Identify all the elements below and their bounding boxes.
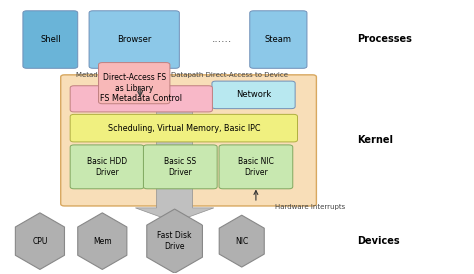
FancyBboxPatch shape: [70, 145, 144, 189]
FancyBboxPatch shape: [23, 11, 78, 68]
Text: Datapath Direct-Access to Device: Datapath Direct-Access to Device: [171, 72, 288, 78]
Text: ......: ......: [212, 35, 232, 44]
Text: Browser: Browser: [117, 35, 151, 44]
Text: Basic NIC
Driver: Basic NIC Driver: [238, 157, 274, 176]
FancyBboxPatch shape: [61, 75, 317, 206]
Text: Scheduling, Virtual Memory, Basic IPC: Scheduling, Virtual Memory, Basic IPC: [108, 124, 260, 133]
FancyBboxPatch shape: [99, 62, 170, 104]
FancyBboxPatch shape: [70, 114, 298, 142]
Text: Kernel: Kernel: [357, 135, 393, 145]
Text: Processes: Processes: [357, 35, 412, 44]
Text: Fast Disk
Drive: Fast Disk Drive: [157, 232, 192, 251]
Text: Network: Network: [236, 90, 271, 99]
FancyBboxPatch shape: [219, 145, 293, 189]
Text: CPU: CPU: [32, 237, 47, 246]
Text: Steam: Steam: [265, 35, 292, 44]
Text: Shell: Shell: [40, 35, 61, 44]
FancyBboxPatch shape: [212, 81, 295, 109]
Text: NIC: NIC: [235, 237, 248, 246]
Text: Metadata Ops: Metadata Ops: [76, 72, 125, 78]
Polygon shape: [136, 102, 214, 222]
Text: Hardware Interrupts: Hardware Interrupts: [275, 204, 345, 210]
Polygon shape: [78, 213, 127, 269]
Text: FS Metadata Control: FS Metadata Control: [100, 94, 182, 103]
Polygon shape: [219, 215, 264, 267]
Text: Direct-Access FS
as Library: Direct-Access FS as Library: [103, 73, 166, 93]
Text: Basic HDD
Driver: Basic HDD Driver: [87, 157, 127, 176]
FancyBboxPatch shape: [250, 11, 307, 68]
FancyBboxPatch shape: [144, 145, 217, 189]
Text: Devices: Devices: [357, 236, 400, 246]
Text: Basic SS
Driver: Basic SS Driver: [164, 157, 196, 176]
Polygon shape: [15, 213, 64, 269]
FancyBboxPatch shape: [89, 11, 179, 68]
Text: Mem: Mem: [93, 237, 111, 246]
Polygon shape: [147, 209, 202, 273]
FancyBboxPatch shape: [70, 86, 212, 112]
